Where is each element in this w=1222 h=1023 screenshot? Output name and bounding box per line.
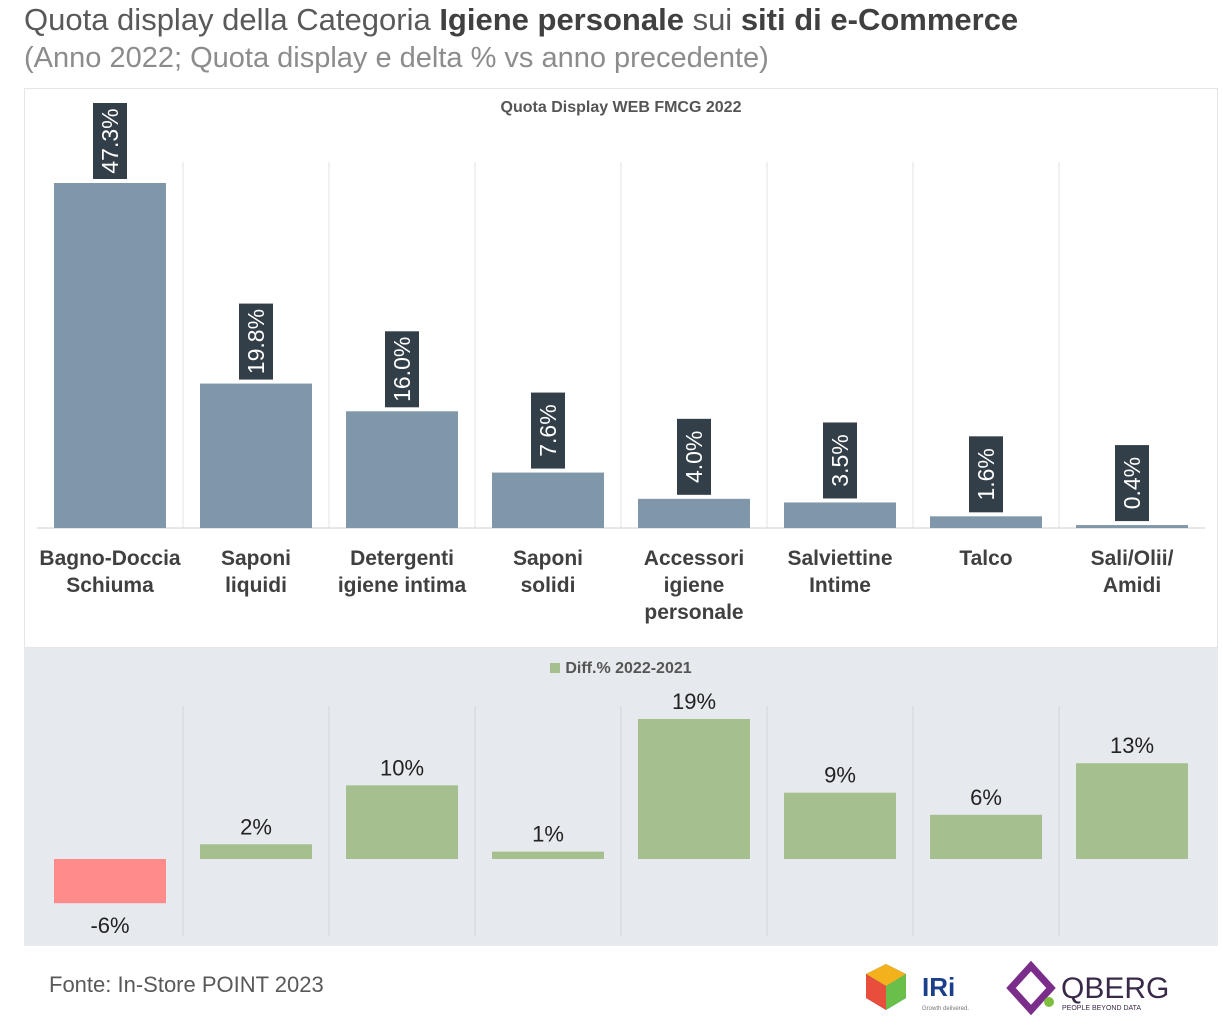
share-bar [54, 183, 166, 528]
share-data-label-bg [239, 303, 273, 380]
share-bar [638, 498, 750, 528]
delta-bar [492, 851, 604, 859]
delta-data-label: 10% [380, 755, 424, 780]
delta-chart-legend: Diff.% 2022-2021 [24, 660, 1218, 678]
share-chart-title: Quota Display WEB FMCG 2022 [500, 99, 742, 116]
delta-bar [930, 814, 1042, 859]
share-bar [1076, 525, 1188, 528]
category-tick-label: personale [644, 601, 743, 624]
category-tick-label: Detergenti [350, 547, 454, 570]
qberg-logo-tagline: PEOPLE BEYOND DATA [1062, 1005, 1141, 1012]
delta-data-label: 19% [672, 689, 716, 714]
iri-logo-tagline: Growth delivered. [922, 1006, 969, 1012]
share-data-label-bg [969, 436, 1003, 513]
page-subtitle: (Anno 2022; Quota display e delta % vs a… [24, 42, 769, 74]
category-tick-label: Amidi [1103, 574, 1161, 597]
category-tick-label: igiene intima [338, 574, 467, 597]
category-tick-label: Sali/Olii/ [1091, 547, 1174, 570]
qberg-logo-dot [1044, 997, 1054, 1007]
delta-bar [54, 859, 166, 904]
source-note: Fonte: In-Store POINT 2023 [49, 972, 324, 997]
delta-data-label: 13% [1110, 733, 1154, 758]
page-title: Quota display della Categoria Igiene per… [24, 2, 1019, 37]
qberg-logo: QBERG PEOPLE BEYOND DATA [1006, 960, 1169, 1016]
share-data-label: 0.4% [1119, 457, 1145, 509]
delta-data-label: 2% [240, 814, 272, 839]
category-tick-label: igiene [664, 574, 725, 597]
category-tick-label: Salviettine [787, 547, 892, 570]
share-bar [492, 472, 604, 528]
delta-data-label: -6% [90, 913, 129, 938]
qberg-logo-diamond [1006, 960, 1056, 1016]
share-data-label: 16.0% [389, 337, 415, 402]
share-bar [200, 383, 312, 528]
category-tick-label: Saponi [513, 547, 583, 570]
share-data-label-bg [823, 422, 857, 499]
share-data-label-bg [385, 331, 419, 408]
share-data-label-bg [93, 103, 127, 179]
delta-bar [638, 719, 750, 859]
category-tick-label: Intime [809, 574, 871, 597]
share-bar [346, 411, 458, 528]
iri-logo-facet-left [866, 974, 886, 1010]
legend-swatch [550, 663, 561, 673]
share-data-label-bg [1115, 445, 1149, 522]
category-tick-label: solidi [521, 574, 576, 597]
delta-data-label: 9% [824, 763, 856, 788]
share-data-label-bg [531, 392, 565, 469]
delta-data-label: 6% [970, 785, 1002, 810]
delta-bar [346, 785, 458, 859]
delta-bar [1076, 763, 1188, 859]
share-data-label: 4.0% [681, 431, 707, 483]
category-tick-label: Bagno-Doccia [39, 547, 181, 570]
delta-bar [784, 792, 896, 859]
delta-data-label: 1% [532, 822, 564, 847]
category-tick-label: Schiuma [66, 574, 154, 597]
qberg-logo-text: QBERG [1061, 972, 1169, 1005]
share-bar [930, 516, 1042, 528]
share-data-label: 3.5% [827, 434, 853, 486]
iri-logo-facet-right [886, 974, 906, 1010]
share-data-label: 47.3% [97, 108, 123, 173]
category-tick-label: liquidi [225, 574, 287, 597]
share-data-label: 7.6% [535, 404, 561, 456]
share-data-label: 1.6% [973, 448, 999, 500]
delta-bar [200, 844, 312, 859]
iri-logo-text: IRi [922, 972, 955, 1002]
iri-logo-facet-top [866, 964, 906, 986]
category-tick-label: Saponi [221, 547, 291, 570]
share-data-label: 19.8% [243, 309, 269, 374]
share-data-label-bg [677, 418, 711, 495]
category-tick-label: Accessori [644, 547, 744, 570]
iri-logo: IRi Growth delivered. [866, 964, 969, 1012]
share-bar [784, 502, 896, 528]
category-tick-label: Talco [959, 547, 1012, 570]
legend-label: Diff.% 2022-2021 [565, 660, 692, 677]
